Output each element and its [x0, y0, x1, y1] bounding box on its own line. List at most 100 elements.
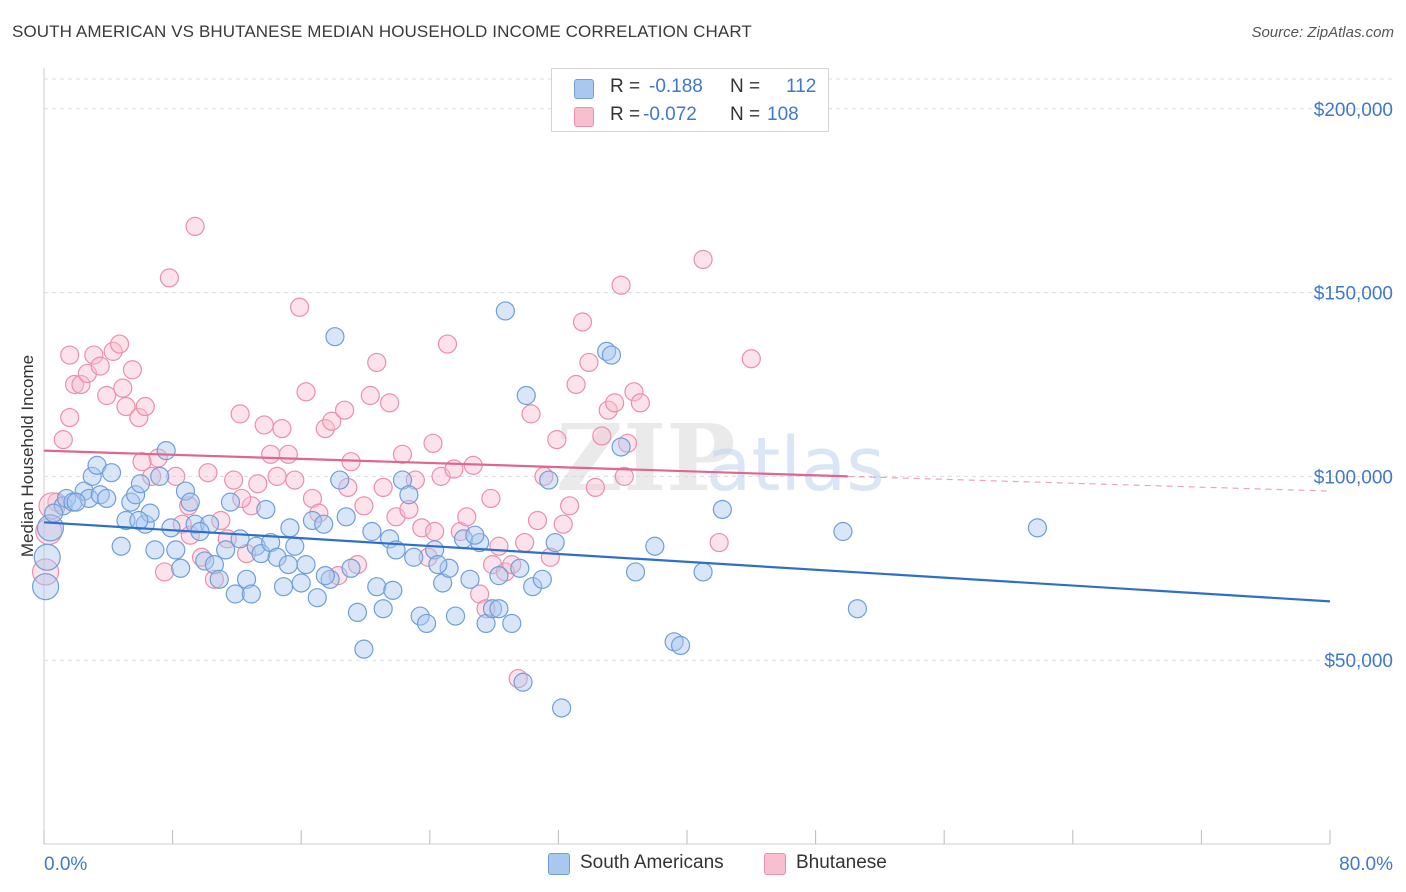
- bhutanese-point: [709, 532, 729, 553]
- south-american-point: [315, 566, 335, 586]
- bhutanese-point: [521, 404, 541, 424]
- south-american-point: [241, 584, 261, 604]
- bhutanese-point: [338, 477, 358, 498]
- bhutanese-point: [527, 510, 548, 531]
- bhutanese-point: [457, 507, 477, 527]
- south-american-point: [280, 518, 300, 538]
- y-axis-label: Median Household Income: [18, 354, 37, 558]
- south-american-point: [489, 599, 509, 619]
- bhutanese-point: [261, 444, 281, 464]
- bhutanese-point: [309, 503, 329, 523]
- bhutanese-point: [230, 404, 250, 424]
- bhutanese-point: [547, 430, 567, 450]
- bhutanese-point: [418, 547, 438, 567]
- south-american-point: [601, 345, 622, 365]
- bhutanese-point: [335, 400, 355, 420]
- bhutanese-point: [60, 345, 80, 365]
- south-american-point: [712, 499, 732, 520]
- correlation-legend: R = -0.188 N = 112 R = -0.072 N = 108: [551, 68, 829, 132]
- bhutanese-point: [560, 496, 580, 516]
- bhutanese-point: [154, 562, 175, 582]
- bhutanese-point: [129, 407, 149, 428]
- bhutanese-point: [90, 356, 110, 376]
- south-american-point: [130, 474, 151, 494]
- legend-row-south-americans: R = -0.188 N = 112: [552, 73, 828, 101]
- bhutanese-point: [624, 382, 644, 402]
- south-american-point: [66, 492, 86, 512]
- south-american-point: [445, 606, 466, 626]
- south-american-point: [97, 488, 117, 509]
- south-american-point: [354, 639, 374, 659]
- south-american-point: [428, 555, 448, 575]
- bhutanese-point: [84, 345, 104, 365]
- south-american-point: [150, 466, 170, 486]
- south-american-point: [513, 672, 533, 692]
- south-american-point: [386, 540, 406, 560]
- south-american-point: [140, 503, 160, 523]
- south-american-point: [145, 540, 165, 560]
- south-american-point: [314, 514, 334, 534]
- south-american-point: [171, 558, 191, 578]
- bhutanese-point: [322, 411, 342, 431]
- series-name: South Americans: [580, 852, 724, 873]
- bhutanese-point: [367, 352, 387, 373]
- bhutanese-point: [71, 374, 91, 395]
- y-tick-label: $150,000: [1314, 284, 1393, 305]
- south-american-point: [383, 580, 403, 600]
- bhutanese-point: [248, 474, 268, 494]
- blue-swatch: [548, 853, 570, 875]
- bhutanese-point: [617, 433, 638, 453]
- bhutanese-point: [592, 426, 612, 446]
- bhutanese-point: [741, 349, 761, 369]
- south-american-point: [236, 569, 257, 589]
- watermark: ZIP atlas: [556, 404, 885, 512]
- south-american-point: [545, 532, 565, 553]
- bhutanese-point: [515, 532, 535, 553]
- bhutanese-point: [423, 433, 443, 453]
- south-american-point: [347, 602, 368, 623]
- south-american-point: [204, 555, 224, 575]
- south-american-point: [482, 599, 503, 619]
- bhutanese-point: [354, 496, 374, 516]
- bhutanese-point: [132, 452, 152, 472]
- bhutanese-point: [116, 396, 136, 417]
- south-american-point: [285, 536, 305, 556]
- bhutanese-point: [142, 466, 162, 486]
- south-american-point: [416, 613, 437, 634]
- south-american-point: [296, 555, 316, 575]
- n-value: 108: [767, 104, 799, 125]
- bhutanese-point: [232, 488, 252, 509]
- chart-title: SOUTH AMERICAN VS BHUTANESE MEDIAN HOUSE…: [12, 22, 752, 41]
- bhutanese-point: [315, 418, 335, 439]
- south-american-point: [523, 577, 543, 597]
- south-american-point: [90, 485, 110, 505]
- south-american-point: [439, 558, 459, 578]
- south-american-point: [693, 562, 713, 582]
- south-american-point: [156, 441, 176, 461]
- south-american-point: [460, 569, 480, 589]
- bhutanese-point: [347, 555, 368, 575]
- bhutanese-point: [572, 312, 593, 332]
- south-american-point: [230, 529, 250, 549]
- source-credit: Source: ZipAtlas.com: [1251, 24, 1394, 41]
- bhutanese-point: [185, 216, 205, 236]
- bhutanese-point: [611, 275, 631, 295]
- bhutanese-point: [204, 569, 224, 589]
- south-american-point: [161, 518, 181, 538]
- bhutanese-point: [241, 496, 261, 516]
- blue-swatch: [574, 79, 594, 99]
- series-name: Bhutanese: [796, 852, 887, 873]
- south-american-point: [833, 521, 853, 542]
- bhutanese-point: [630, 393, 650, 413]
- south-american-point: [44, 503, 64, 523]
- bhutanese-point: [113, 378, 133, 398]
- south-american-point: [625, 562, 646, 582]
- south-american-point: [410, 606, 430, 626]
- south-american-point: [373, 599, 393, 619]
- south-american-point: [495, 301, 515, 321]
- south-american-point: [82, 466, 102, 486]
- bhutanese-point: [32, 558, 60, 586]
- bhutanese-point: [495, 562, 515, 582]
- south-american-point: [56, 488, 77, 509]
